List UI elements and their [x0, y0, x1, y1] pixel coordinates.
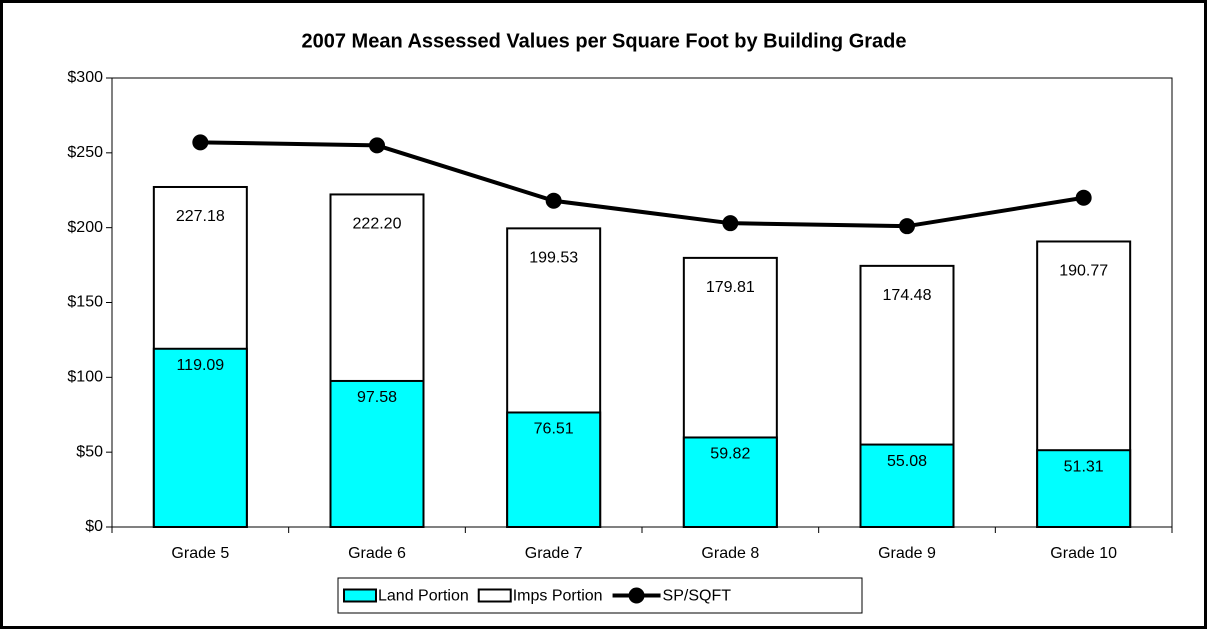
legend-swatch [343, 588, 377, 603]
y-tick-label: $100 [67, 369, 103, 386]
legend-box [337, 577, 863, 614]
data-label: 190.77 [1059, 263, 1108, 280]
line-marker [545, 192, 562, 209]
legend-swatch-marker [628, 587, 645, 604]
y-tick-label: $200 [67, 219, 103, 236]
legend-label: SP/SQFT [663, 588, 732, 605]
bar [329, 379, 425, 528]
line-marker [192, 134, 209, 151]
bar [152, 347, 248, 528]
legend-label: Imps Portion [513, 588, 603, 605]
x-tick-label: Grade 5 [171, 545, 229, 562]
data-label: 199.53 [529, 250, 578, 267]
x-tick-label: Grade 8 [701, 545, 759, 562]
data-label: 174.48 [883, 287, 932, 304]
x-tick-label: Grade 9 [878, 545, 936, 562]
bar [1036, 449, 1132, 528]
legend-swatch [477, 588, 512, 603]
y-tick-label: $0 [85, 518, 103, 535]
data-label: 51.31 [1064, 458, 1104, 475]
y-tick-label: $50 [76, 443, 103, 460]
chart-title: 2007 Mean Assessed Values per Square Foo… [301, 30, 906, 52]
bar [682, 436, 778, 528]
y-tick-label: $250 [67, 144, 103, 161]
data-label: 76.51 [534, 421, 574, 438]
line-marker [369, 137, 385, 154]
x-tick-label: Grade 7 [525, 545, 583, 562]
data-label: 59.82 [710, 446, 750, 463]
y-tick-label: $150 [67, 294, 103, 311]
x-tick-label: Grade 6 [348, 545, 406, 562]
data-label: 222.20 [353, 216, 402, 233]
data-label: 227.18 [176, 208, 225, 225]
y-tick-label: $300 [67, 69, 103, 86]
line-marker [1075, 189, 1092, 206]
legend-label: Land Portion [378, 588, 469, 605]
data-label: 119.09 [176, 357, 224, 374]
bar [859, 443, 955, 528]
plot-area [111, 77, 1173, 528]
data-label: 97.58 [357, 389, 397, 406]
x-tick-label: Grade 10 [1050, 545, 1117, 562]
line-marker [899, 218, 915, 235]
data-label: 179.81 [706, 279, 755, 296]
line [200, 140, 1084, 229]
line-marker [722, 215, 739, 232]
bar [506, 411, 602, 528]
data-label: 55.08 [887, 453, 927, 470]
